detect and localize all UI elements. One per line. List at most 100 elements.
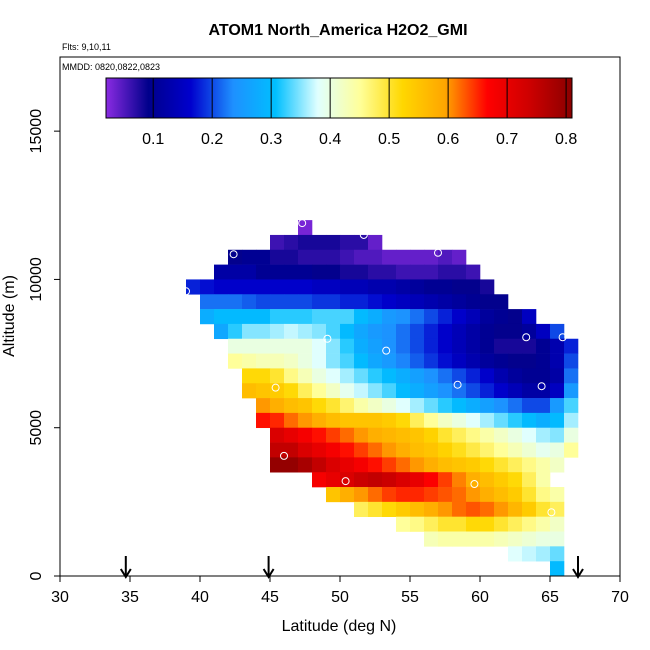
heatmap-cell xyxy=(368,501,383,517)
colorbar-ticks: 0.1 0.2 0.3 0.4 0.5 0.6 0.7 0.8 xyxy=(142,78,577,148)
heatmap-cell xyxy=(424,368,439,384)
heatmap-cell xyxy=(508,323,523,340)
heatmap-cell xyxy=(466,279,481,295)
heatmap-cell xyxy=(228,353,243,369)
heatmap-cell xyxy=(438,501,453,517)
heatmap-cell xyxy=(480,338,495,354)
heatmap-cell xyxy=(410,516,425,532)
heatmap-cell xyxy=(424,338,439,354)
heatmap-cell xyxy=(354,279,369,295)
heatmap-cell xyxy=(452,398,467,414)
heatmap-cell xyxy=(564,338,579,354)
sample-point xyxy=(182,287,190,296)
heatmap-cell xyxy=(438,323,453,340)
heatmap-cell xyxy=(438,338,453,354)
heatmap-cell xyxy=(326,472,341,488)
heatmap-cell xyxy=(480,516,495,532)
heatmap-cell xyxy=(354,442,369,458)
heatmap-cell xyxy=(480,368,495,384)
heatmap-cell xyxy=(424,487,439,503)
heatmap-cell xyxy=(480,501,495,517)
heatmap-cell xyxy=(536,546,551,562)
sample-point xyxy=(547,508,556,517)
heatmap-cell xyxy=(312,338,327,354)
heatmap-cell xyxy=(326,234,341,251)
heatmap-cell xyxy=(424,353,439,369)
heatmap-cell xyxy=(452,472,467,488)
heatmap-cell xyxy=(494,472,509,488)
heatmap-cell xyxy=(270,323,285,340)
heatmap-cell xyxy=(438,531,453,547)
heatmap-cell xyxy=(494,487,509,503)
heatmap-cell xyxy=(396,368,411,384)
heatmap-cell xyxy=(466,309,481,325)
heatmap-cell xyxy=(270,368,285,384)
heatmap-cell xyxy=(536,457,551,473)
heatmap-cell xyxy=(466,487,481,503)
heatmap-cell xyxy=(550,427,565,443)
heatmap-cell xyxy=(340,353,355,369)
heatmap-cell xyxy=(452,516,467,532)
heatmap-cell xyxy=(326,279,341,295)
heatmap-cell xyxy=(494,427,509,443)
heatmap-cell xyxy=(228,309,243,325)
heatmap-cell xyxy=(270,294,285,310)
heatmap-cell xyxy=(284,368,299,384)
heatmap-cell xyxy=(326,368,341,384)
x-tick-label: 35 xyxy=(121,589,139,606)
heatmap-cell xyxy=(270,442,285,458)
heatmap-cell xyxy=(382,264,397,280)
heatmap-cell xyxy=(368,398,383,414)
heatmap-cell xyxy=(536,427,551,443)
heatmap-cell xyxy=(550,457,565,473)
x-tick-label: 55 xyxy=(401,589,419,606)
heatmap-cell xyxy=(214,294,229,310)
sample-point xyxy=(323,334,332,343)
colorbar-gradient xyxy=(105,77,573,119)
chart-title: ATOM1 North_America H2O2_GMI xyxy=(208,22,467,39)
heatmap-cell xyxy=(410,398,425,414)
heatmap-cell xyxy=(550,487,565,503)
heatmap-cell xyxy=(340,457,355,473)
heatmap-cell xyxy=(284,234,299,251)
heatmap-cell xyxy=(410,323,425,340)
heatmap-cell xyxy=(550,338,565,354)
heatmap-cell xyxy=(480,472,495,488)
heatmap-cell xyxy=(368,294,383,310)
heatmap-cell xyxy=(424,323,439,340)
heatmap-cell xyxy=(340,442,355,458)
heatmap-cell xyxy=(312,442,327,458)
heatmap-cell xyxy=(382,412,397,429)
heatmap-cell xyxy=(284,294,299,310)
heatmap-cell xyxy=(242,338,257,354)
y-tick-label: 5000 xyxy=(28,410,45,446)
heatmap-cell xyxy=(522,338,537,354)
heatmap-cell xyxy=(480,383,495,399)
x-tick-label: 30 xyxy=(51,589,69,606)
x-axis: 30 35 40 45 50 55 60 65 70 xyxy=(51,576,629,606)
sample-point xyxy=(229,250,238,259)
x-tick-label: 50 xyxy=(331,589,349,606)
heatmap-cell xyxy=(522,472,537,488)
heatmap-cell xyxy=(298,442,313,458)
heatmap-cell xyxy=(396,472,411,488)
heatmap-cell xyxy=(340,398,355,414)
heatmap-cell xyxy=(438,516,453,532)
heatmap-cell xyxy=(452,323,467,340)
heatmap-cell xyxy=(396,323,411,340)
heatmap-cell xyxy=(452,457,467,473)
heatmap-cell xyxy=(536,383,551,399)
heatmap-cell xyxy=(368,427,383,443)
heatmap-cell xyxy=(284,279,299,295)
sample-point xyxy=(382,346,391,355)
heatmap-cell xyxy=(494,353,509,369)
heatmap-cell xyxy=(536,338,551,354)
heatmap-cell xyxy=(340,383,355,399)
heatmap-cell xyxy=(382,279,397,295)
heatmap-cell xyxy=(550,442,565,458)
x-tick-label: 60 xyxy=(471,589,489,606)
heatmap-cell xyxy=(382,427,397,443)
heatmap-cell xyxy=(508,531,523,547)
heatmap-cell xyxy=(564,412,579,429)
heatmap-cell xyxy=(382,457,397,473)
